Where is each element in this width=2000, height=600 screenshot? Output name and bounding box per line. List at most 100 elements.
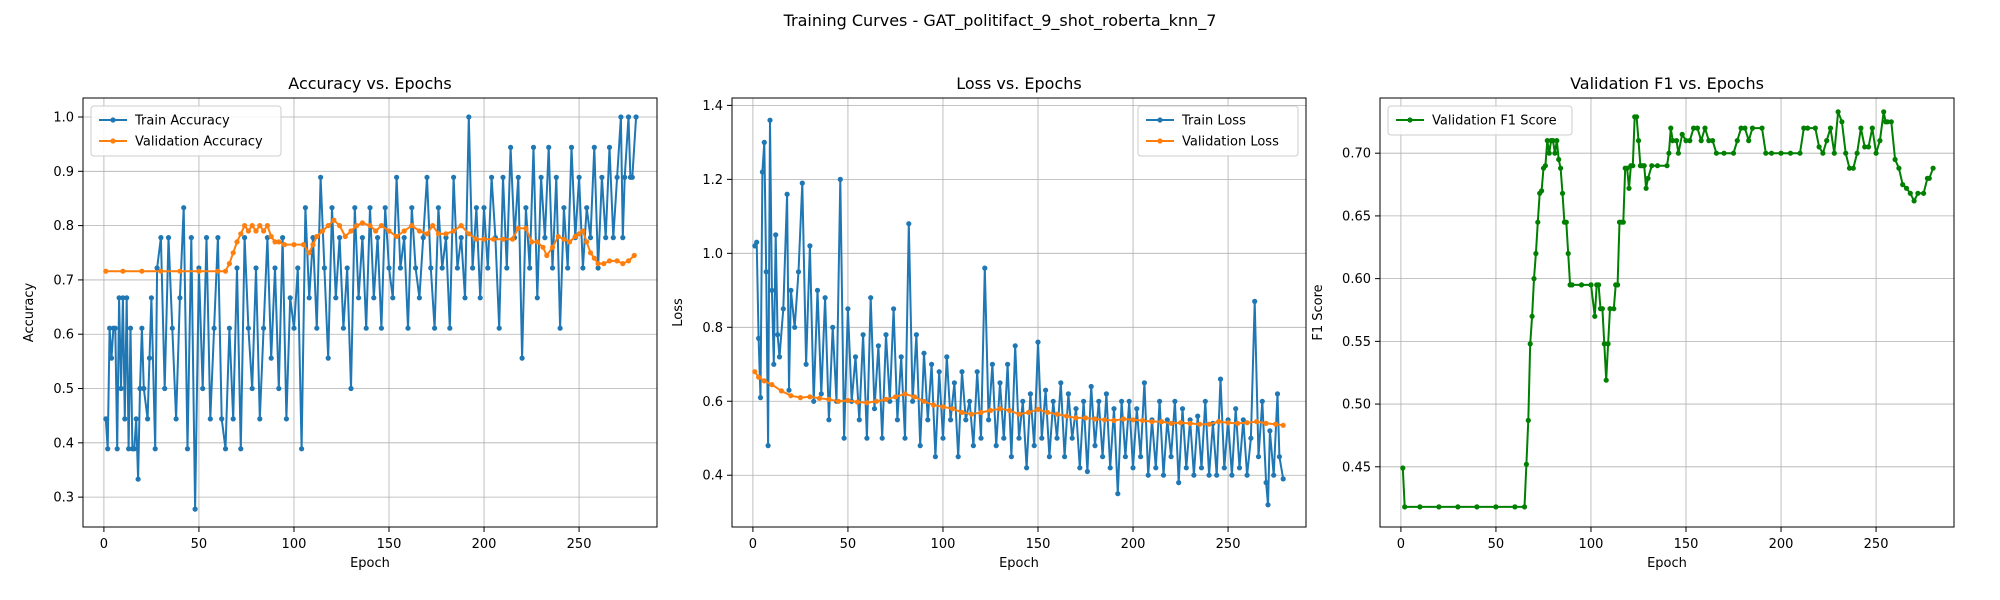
accuracy-data-point [257, 416, 263, 422]
loss-x-tick-label: 150 [1026, 537, 1051, 552]
f1-data-point [1854, 150, 1860, 156]
loss-data-point [949, 406, 956, 412]
loss-data-point [929, 361, 935, 367]
loss-data-point [1111, 417, 1117, 424]
f1-y-tick-label: 0.70 [1342, 147, 1371, 162]
accuracy-data-point [340, 325, 346, 331]
accuracy-data-point [300, 242, 307, 248]
f1-data-point [1921, 190, 1927, 196]
loss-data-point [1244, 420, 1250, 426]
f1-data-point [1888, 119, 1894, 125]
accuracy-data-point [371, 295, 377, 301]
loss-data-point [767, 117, 773, 123]
accuracy-data-point [432, 325, 438, 331]
accuracy-data-point [107, 325, 113, 331]
f1-data-point [1831, 150, 1837, 156]
loss-data-point [1008, 454, 1015, 460]
loss-data-point [1263, 480, 1269, 486]
accuracy-data-point [382, 205, 388, 211]
loss-data-point [1096, 398, 1102, 404]
accuracy-data-point [226, 325, 232, 331]
loss-data-point [993, 443, 999, 449]
loss-data-point [1031, 443, 1037, 449]
loss-data-point [1179, 406, 1186, 412]
accuracy-data-point [103, 416, 109, 422]
accuracy-data-point [325, 223, 331, 229]
loss-series-1 [752, 369, 1286, 428]
loss-data-point [1122, 454, 1128, 460]
f1-data-point [1903, 185, 1910, 191]
f1-data-point [1531, 276, 1537, 282]
accuracy-data-point [348, 385, 354, 392]
f1-data-point [1746, 138, 1752, 144]
f1-data-point [1607, 306, 1613, 312]
accuracy-data-point [553, 174, 559, 180]
f1-series-line [1401, 110, 1935, 508]
accuracy-data-point [287, 295, 293, 301]
accuracy-data-point [576, 231, 582, 237]
loss-legend: Train Loss Validation Loss [1137, 105, 1299, 157]
f1-x-tick-label: 0 [1397, 537, 1405, 552]
f1-data-point [1816, 144, 1822, 150]
accuracy-data-point [401, 228, 407, 234]
accuracy-data-point [325, 355, 331, 361]
f1-data-point [1436, 504, 1442, 510]
f1-x-tick-label: 150 [1674, 537, 1699, 552]
accuracy-data-point [329, 205, 335, 211]
f1-data-point [1455, 504, 1461, 510]
loss-data-point [1168, 420, 1174, 426]
accuracy-data-point [485, 265, 491, 271]
loss-data-point [854, 399, 861, 405]
accuracy-data-point [359, 235, 365, 241]
f1-data-point [1869, 125, 1875, 131]
accuracy-data-point [599, 174, 605, 180]
loss-data-point [1206, 472, 1212, 478]
loss-data-point [1100, 454, 1106, 460]
accuracy-data-point [375, 235, 381, 241]
f1-legend-box [1387, 105, 1573, 136]
f1-data-point [1599, 306, 1605, 312]
loss-data-point [1027, 391, 1033, 397]
f1-data-point [1527, 341, 1533, 347]
loss-data-point [910, 398, 916, 404]
accuracy-data-point [148, 295, 154, 301]
loss-data-point [841, 435, 847, 441]
loss-data-point [1092, 443, 1098, 449]
f1-data-point [1675, 150, 1681, 156]
accuracy-data-point [321, 265, 327, 271]
f1-data-point [1635, 138, 1642, 144]
f1-x-tick-label: 50 [1488, 537, 1505, 552]
f1-data-point [1535, 219, 1541, 225]
loss-data-point [1164, 417, 1170, 423]
f1-data-point [1643, 185, 1649, 191]
loss-data-point [852, 354, 859, 360]
f1-y-axis-label: F1 Score [1311, 284, 1326, 340]
loss-data-point [921, 350, 927, 356]
accuracy-data-point [555, 233, 561, 240]
accuracy-legend-label: Validation Accuracy [135, 135, 263, 150]
loss-data-point [786, 387, 792, 393]
loss-data-point [1145, 472, 1151, 478]
loss-data-point [1139, 417, 1146, 424]
loss-data-point [1236, 465, 1243, 471]
f1-data-point [1550, 138, 1556, 144]
accuracy-data-point [299, 446, 305, 452]
loss-data-point [1263, 420, 1269, 426]
accuracy-data-point [386, 265, 392, 271]
f1-data-point [1634, 114, 1640, 120]
f1-data-point [1797, 150, 1803, 156]
accuracy-data-point [137, 385, 143, 392]
accuracy-legend-swatch-marker [110, 117, 116, 123]
accuracy-data-point [443, 231, 449, 237]
f1-data-point [1400, 465, 1406, 471]
accuracy-data-point [631, 252, 637, 259]
accuracy-data-point [401, 235, 407, 241]
loss-series-0 [752, 117, 1286, 508]
loss-data-point [1025, 409, 1032, 415]
loss-data-point [951, 380, 958, 386]
loss-data-point [948, 417, 954, 423]
accuracy-data-point [443, 235, 449, 241]
f1-y-tick-label: 0.65 [1342, 209, 1371, 224]
accuracy-data-point [133, 416, 139, 422]
loss-data-point [864, 400, 870, 406]
